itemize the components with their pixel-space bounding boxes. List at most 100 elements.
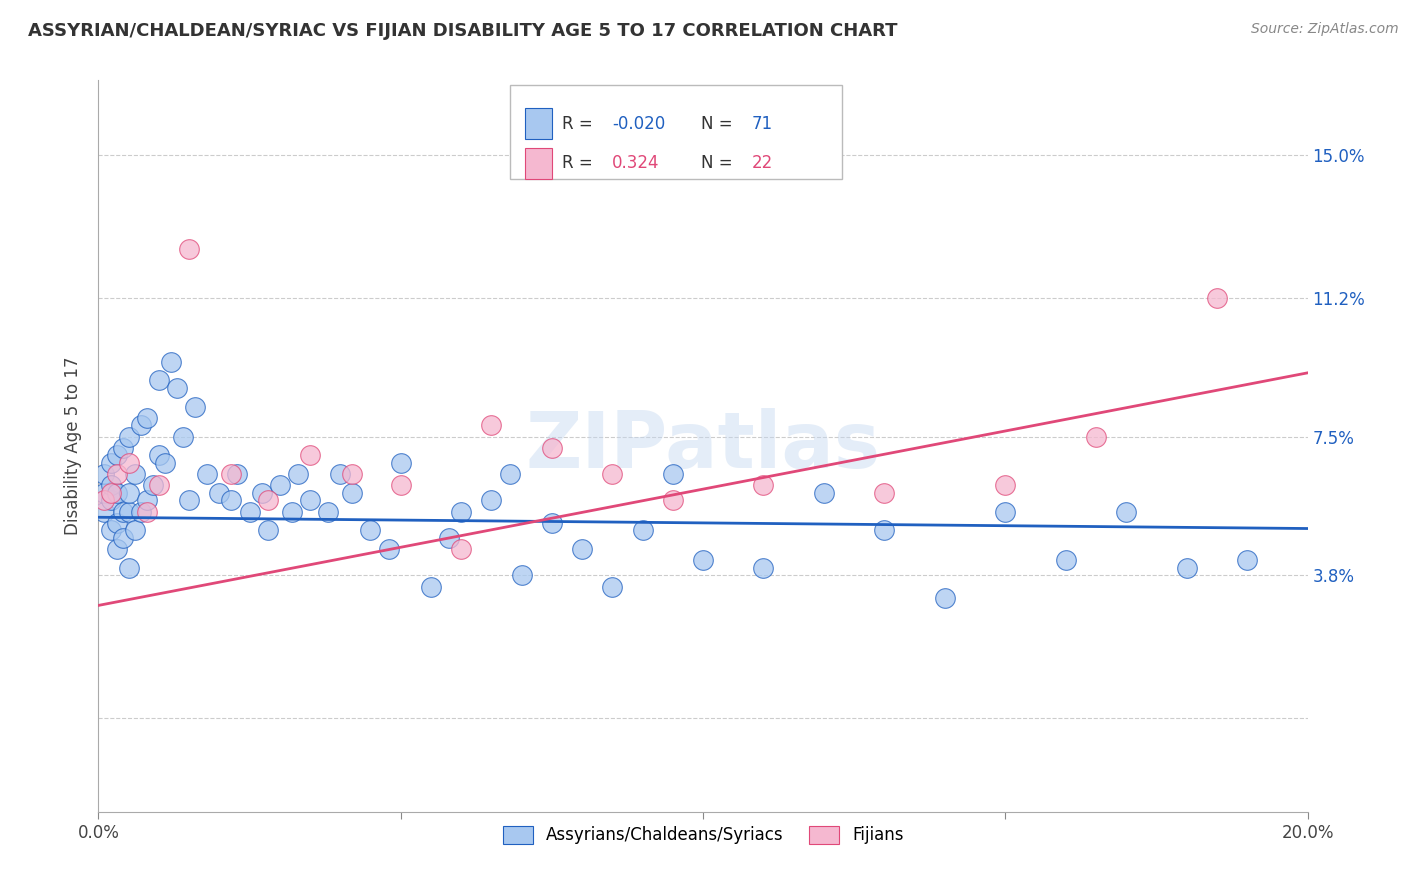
Text: N =: N =	[700, 154, 738, 172]
Point	[316, 505, 339, 519]
Point	[420, 580, 443, 594]
Text: ZIPatlas: ZIPatlas	[526, 408, 880, 484]
Point	[934, 591, 956, 605]
Point	[93, 486, 115, 500]
Text: 22: 22	[751, 154, 773, 172]
Point	[342, 486, 364, 500]
Point	[93, 493, 115, 508]
Point	[450, 542, 472, 557]
Point	[100, 478, 122, 492]
Point	[148, 478, 170, 492]
Point	[498, 467, 520, 482]
Point	[256, 493, 278, 508]
Point	[1085, 429, 1108, 443]
Point	[287, 467, 309, 482]
Point	[571, 542, 593, 557]
Point	[118, 456, 141, 470]
Point	[135, 410, 157, 425]
Point	[100, 486, 122, 500]
Point	[250, 486, 273, 500]
Point	[329, 467, 352, 482]
Legend: Assyrians/Chaldeans/Syriacs, Fijians: Assyrians/Chaldeans/Syriacs, Fijians	[496, 819, 910, 851]
Point	[226, 467, 249, 482]
Point	[239, 505, 262, 519]
Point	[100, 456, 122, 470]
Point	[221, 493, 243, 508]
Point	[692, 553, 714, 567]
Point	[105, 516, 128, 530]
Point	[813, 486, 835, 500]
Point	[100, 493, 122, 508]
Point	[269, 478, 291, 492]
Bar	[526, 108, 553, 139]
Point	[221, 467, 243, 482]
Text: ASSYRIAN/CHALDEAN/SYRIAC VS FIJIAN DISABILITY AGE 5 TO 17 CORRELATION CHART: ASSYRIAN/CHALDEAN/SYRIAC VS FIJIAN DISAB…	[28, 22, 897, 40]
Point	[481, 493, 503, 508]
Point	[166, 381, 188, 395]
Point	[105, 542, 128, 557]
Text: N =: N =	[700, 114, 738, 133]
Point	[135, 493, 157, 508]
Point	[111, 531, 134, 545]
Point	[124, 467, 146, 482]
Point	[105, 486, 128, 500]
Point	[389, 456, 412, 470]
Point	[540, 441, 562, 455]
Point	[93, 467, 115, 482]
Point	[360, 524, 382, 538]
Point	[450, 505, 472, 519]
Point	[661, 467, 683, 482]
Y-axis label: Disability Age 5 to 17: Disability Age 5 to 17	[65, 357, 83, 535]
Point	[118, 429, 141, 443]
Point	[184, 400, 207, 414]
Point	[437, 531, 460, 545]
FancyBboxPatch shape	[509, 86, 842, 179]
Point	[105, 449, 128, 463]
Point	[153, 456, 176, 470]
Point	[1236, 553, 1258, 567]
Point	[160, 354, 183, 368]
Point	[148, 373, 170, 387]
Text: -0.020: -0.020	[613, 114, 665, 133]
Point	[510, 568, 533, 582]
Point	[179, 242, 201, 256]
Point	[129, 418, 152, 433]
Point	[299, 493, 322, 508]
Point	[1175, 561, 1198, 575]
Point	[100, 524, 122, 538]
Point	[602, 580, 624, 594]
Point	[1115, 505, 1137, 519]
Point	[540, 516, 562, 530]
Point	[172, 429, 194, 443]
Point	[342, 467, 364, 482]
Point	[602, 467, 624, 482]
Point	[281, 505, 304, 519]
Point	[93, 505, 115, 519]
Point	[148, 449, 170, 463]
Bar	[526, 148, 553, 178]
Point	[111, 505, 134, 519]
Point	[118, 505, 141, 519]
Point	[129, 505, 152, 519]
Point	[994, 505, 1017, 519]
Point	[994, 478, 1017, 492]
Text: Source: ZipAtlas.com: Source: ZipAtlas.com	[1251, 22, 1399, 37]
Point	[873, 486, 896, 500]
Point	[124, 524, 146, 538]
Point	[135, 505, 157, 519]
Point	[142, 478, 165, 492]
Text: R =: R =	[561, 154, 598, 172]
Point	[208, 486, 231, 500]
Point	[299, 449, 322, 463]
Text: 0.324: 0.324	[613, 154, 659, 172]
Point	[389, 478, 412, 492]
Point	[631, 524, 654, 538]
Point	[179, 493, 201, 508]
Point	[118, 561, 141, 575]
Point	[873, 524, 896, 538]
Point	[1206, 291, 1229, 305]
Point	[256, 524, 278, 538]
Point	[481, 418, 503, 433]
Text: 71: 71	[751, 114, 772, 133]
Point	[105, 467, 128, 482]
